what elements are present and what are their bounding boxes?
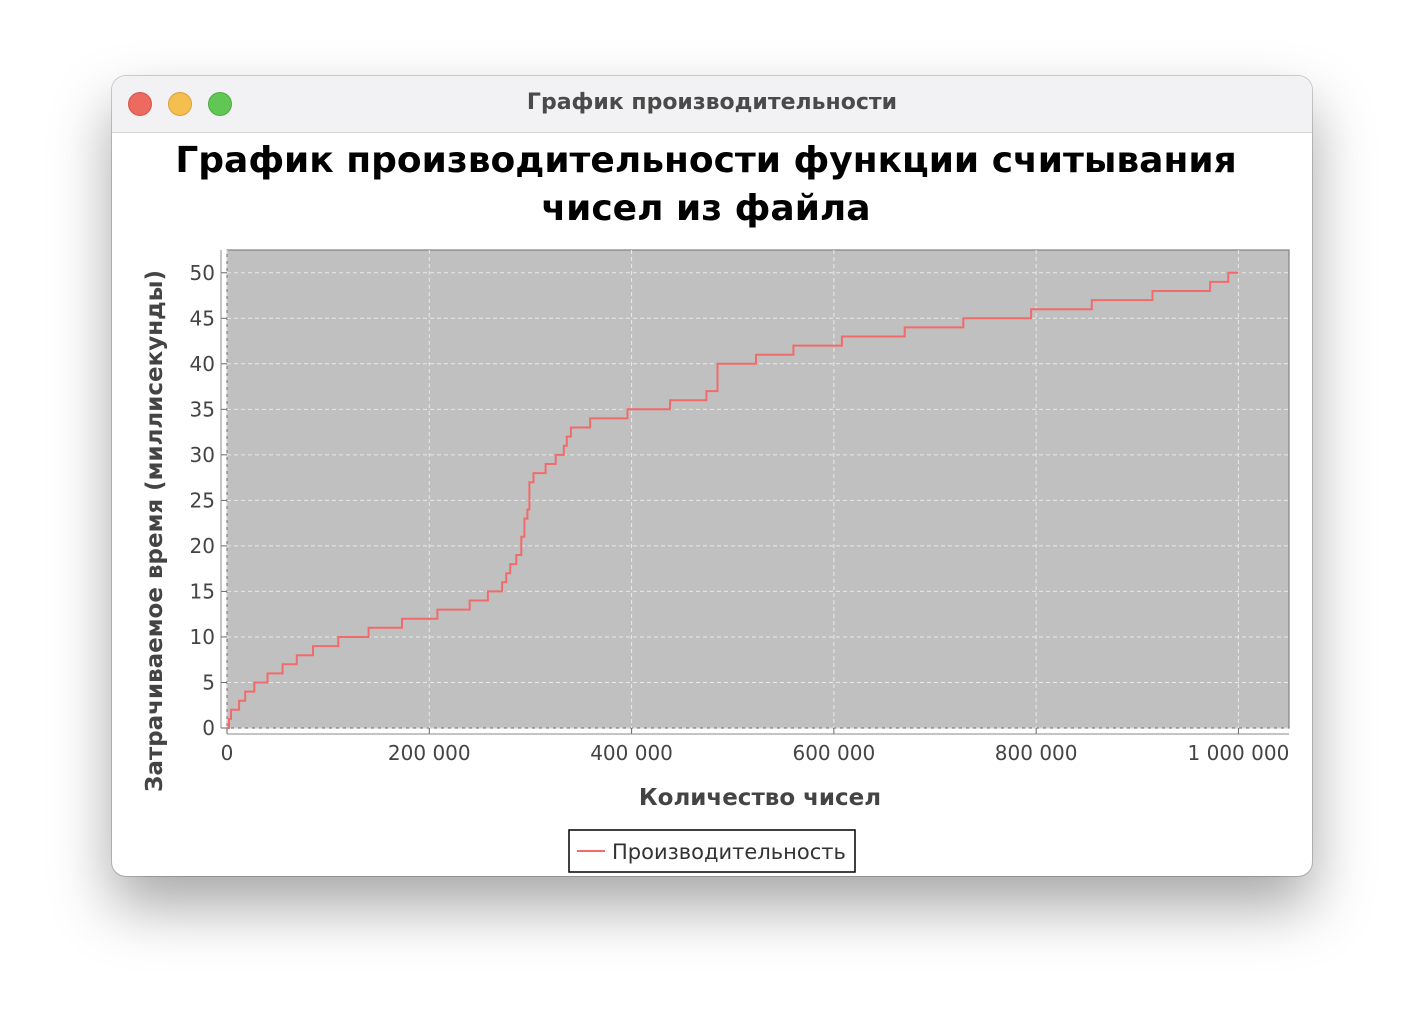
y-tick-label: 40 — [190, 352, 215, 376]
legend: Производительность — [568, 829, 856, 873]
x-tick-label: 400 000 — [590, 741, 673, 765]
chart-title-line-2: чисел из файла — [541, 188, 870, 229]
x-tick-label: 0 — [221, 741, 234, 765]
y-tick-label: 10 — [190, 625, 215, 649]
x-tick-label: 1 000 000 — [1188, 741, 1290, 765]
legend-box — [568, 829, 856, 873]
y-tick-label: 50 — [190, 261, 215, 285]
y-tick-label: 45 — [190, 306, 215, 330]
x-tick-label: 200 000 — [388, 741, 471, 765]
zoom-button[interactable] — [208, 92, 232, 116]
y-tick-label: 15 — [190, 579, 215, 603]
y-tick-label: 0 — [202, 716, 215, 740]
series-lines — [227, 271, 1239, 729]
x-tick-label: 800 000 — [995, 741, 1078, 765]
y-tick-label: 25 — [190, 488, 215, 512]
y-tick-label: 5 — [202, 670, 215, 694]
y-tick-label: 20 — [190, 534, 215, 558]
x-axis-label: Количество чисел — [639, 785, 881, 811]
y-tick-label: 30 — [190, 443, 215, 467]
plot-area — [226, 249, 1290, 729]
x-tick-label: 600 000 — [792, 741, 875, 765]
app-window: График производительности График произво… — [112, 76, 1312, 876]
window-titlebar[interactable]: График производительности — [112, 76, 1312, 133]
axes: 0 5 10 15 20 25 30 35 40 45 50 0 200 000 400 000 600 0… — [190, 250, 1290, 765]
grid-lines — [226, 250, 1289, 729]
performance-chart: График производительности функции считыв… — [142, 140, 1290, 873]
window-title: График производительности — [526, 90, 898, 115]
series-line-performance — [227, 271, 1239, 729]
minimize-button[interactable] — [168, 92, 192, 116]
legend-label: Производительность — [612, 840, 846, 864]
chart-panel: График производительности функции считыв… — [112, 133, 1312, 876]
y-tick-label: 35 — [190, 397, 215, 421]
y-axis-label: Затрачиваемое время (миллисекунды) — [142, 270, 168, 792]
chart-title-line-1: График производительности функции считыв… — [175, 140, 1236, 181]
close-button[interactable] — [128, 92, 152, 116]
